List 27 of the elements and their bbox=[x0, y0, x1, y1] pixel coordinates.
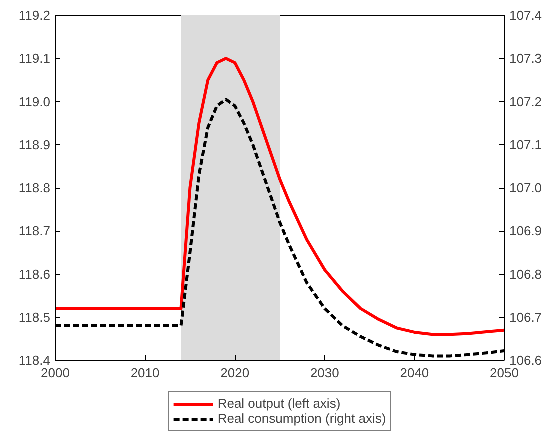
y2-tick-label: 106.7 bbox=[510, 310, 542, 325]
x-tick-label: 2000 bbox=[41, 366, 70, 380]
y2-tick-label: 107.4 bbox=[510, 8, 542, 23]
line-series bbox=[56, 57, 504, 336]
y2-tick-label: 107.1 bbox=[510, 137, 542, 152]
y-tick-label: 119.0 bbox=[18, 94, 51, 110]
y2-tick-label: 106.6 bbox=[510, 353, 542, 368]
y2-tick-label: 106.8 bbox=[510, 266, 542, 282]
x-tick-label: 2010 bbox=[130, 366, 160, 380]
y-tick-label: 118.5 bbox=[18, 310, 51, 325]
x-tick-label: 2050 bbox=[490, 366, 519, 380]
x-tick-label: 2030 bbox=[310, 366, 340, 380]
y-tick-label: 118.9 bbox=[18, 137, 51, 152]
y-tick-label: 118.7 bbox=[18, 224, 51, 239]
y2-tick-label: 107.2 bbox=[510, 94, 542, 110]
x-tick-label: 2040 bbox=[400, 366, 430, 380]
y-tick-label: 118.4 bbox=[18, 353, 51, 368]
y-tick-label: 118.6 bbox=[18, 266, 51, 282]
legend-label: Real consumption (right axis) bbox=[218, 411, 386, 426]
legend-label: Real output (left axis) bbox=[218, 396, 341, 411]
y-tick-label: 119.1 bbox=[18, 51, 51, 66]
y-tick-label: 118.8 bbox=[18, 180, 51, 196]
y2-tick-label: 107.0 bbox=[510, 180, 542, 196]
x-tick-label: 2020 bbox=[220, 366, 250, 380]
y2-tick-label: 107.3 bbox=[510, 51, 542, 66]
y2-tick-label: 106.9 bbox=[510, 224, 542, 239]
y-tick-label: 119.2 bbox=[18, 8, 51, 23]
